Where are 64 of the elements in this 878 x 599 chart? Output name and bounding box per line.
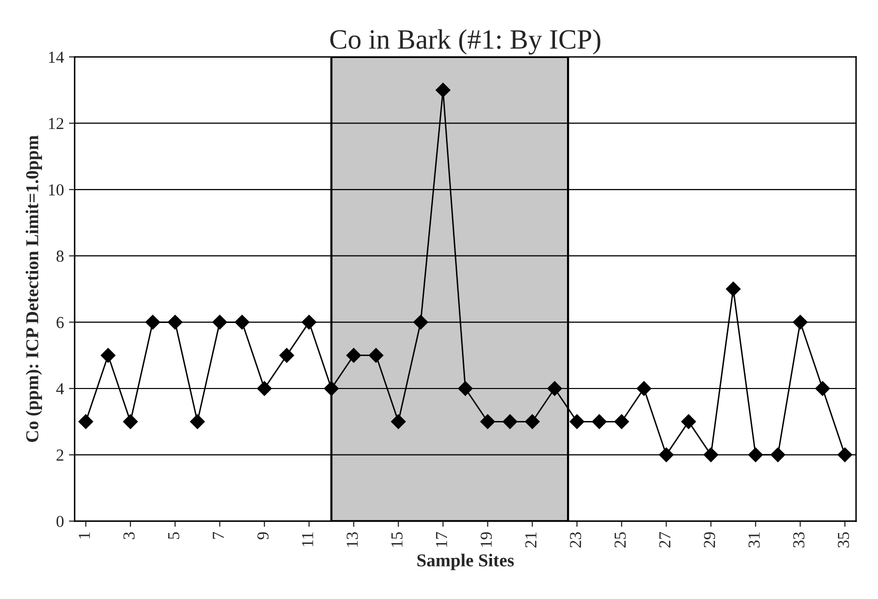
- y-tick-label: 0: [56, 516, 64, 528]
- point: [592, 414, 607, 430]
- point: [100, 348, 116, 363]
- x-tick-label: 21: [525, 532, 536, 548]
- x-tick-label: 3: [123, 532, 135, 540]
- point: [279, 348, 294, 363]
- point: [436, 82, 450, 98]
- point: [145, 314, 160, 330]
- x-tick-label: 13: [346, 532, 358, 547]
- x-tick-label: 23: [570, 532, 582, 548]
- point: [234, 314, 250, 330]
- point: [123, 414, 138, 430]
- x-tick-label: 35: [838, 532, 850, 548]
- x-tick-label: 31: [748, 532, 760, 548]
- x-tick-label: 9: [257, 532, 269, 540]
- y-tick-label: 6: [56, 316, 64, 328]
- point: [524, 414, 540, 430]
- y-tick-label: 10: [49, 184, 64, 196]
- point: [547, 381, 562, 396]
- x-tick-label: 27: [659, 532, 670, 548]
- x-tick-label: 25: [614, 532, 626, 548]
- x-tick-label: 7: [212, 532, 224, 539]
- point: [257, 381, 272, 396]
- x-tick-label: 33: [793, 532, 804, 548]
- point: [324, 381, 339, 396]
- point: [168, 314, 182, 330]
- point: [458, 381, 473, 396]
- y-tick-label: 14: [49, 52, 64, 63]
- y-tick-label: 2: [56, 450, 64, 461]
- point: [368, 348, 384, 363]
- x-tick-label: 15: [391, 532, 403, 547]
- x-tick-label: 29: [704, 532, 716, 548]
- point: [837, 447, 852, 462]
- point: [480, 414, 496, 430]
- point: [681, 414, 696, 430]
- point: [636, 381, 652, 396]
- x-tick-label: 19: [480, 532, 492, 547]
- y-tick-label: 12: [49, 118, 64, 130]
- point: [815, 381, 830, 396]
- point: [726, 282, 741, 296]
- point: [390, 414, 406, 430]
- x-tick-label: 1: [78, 532, 90, 538]
- chart-title: Co in Bark (#1: By ICP): [330, 29, 600, 55]
- x-tick-label: 17: [436, 532, 448, 547]
- point: [792, 314, 808, 330]
- point: [302, 314, 316, 330]
- point: [190, 414, 205, 430]
- y-axis-title: Co (ppm): ICP Detection Limit=1.0ppm: [26, 135, 42, 442]
- x-tick-label: 5: [168, 532, 180, 539]
- point: [570, 414, 584, 430]
- x-axis-title: Sample Sites: [417, 554, 514, 570]
- y-tick-label: 4: [56, 383, 64, 394]
- point: [748, 447, 763, 462]
- point: [413, 314, 428, 330]
- point: [704, 447, 718, 462]
- point: [78, 414, 94, 430]
- point: [770, 447, 786, 462]
- point: [658, 447, 674, 462]
- point: [502, 414, 518, 430]
- y-tick-label: 8: [56, 250, 64, 262]
- x-tick-label: 11: [302, 532, 314, 546]
- point: [212, 314, 228, 330]
- point: [346, 348, 362, 363]
- point: [614, 414, 630, 430]
